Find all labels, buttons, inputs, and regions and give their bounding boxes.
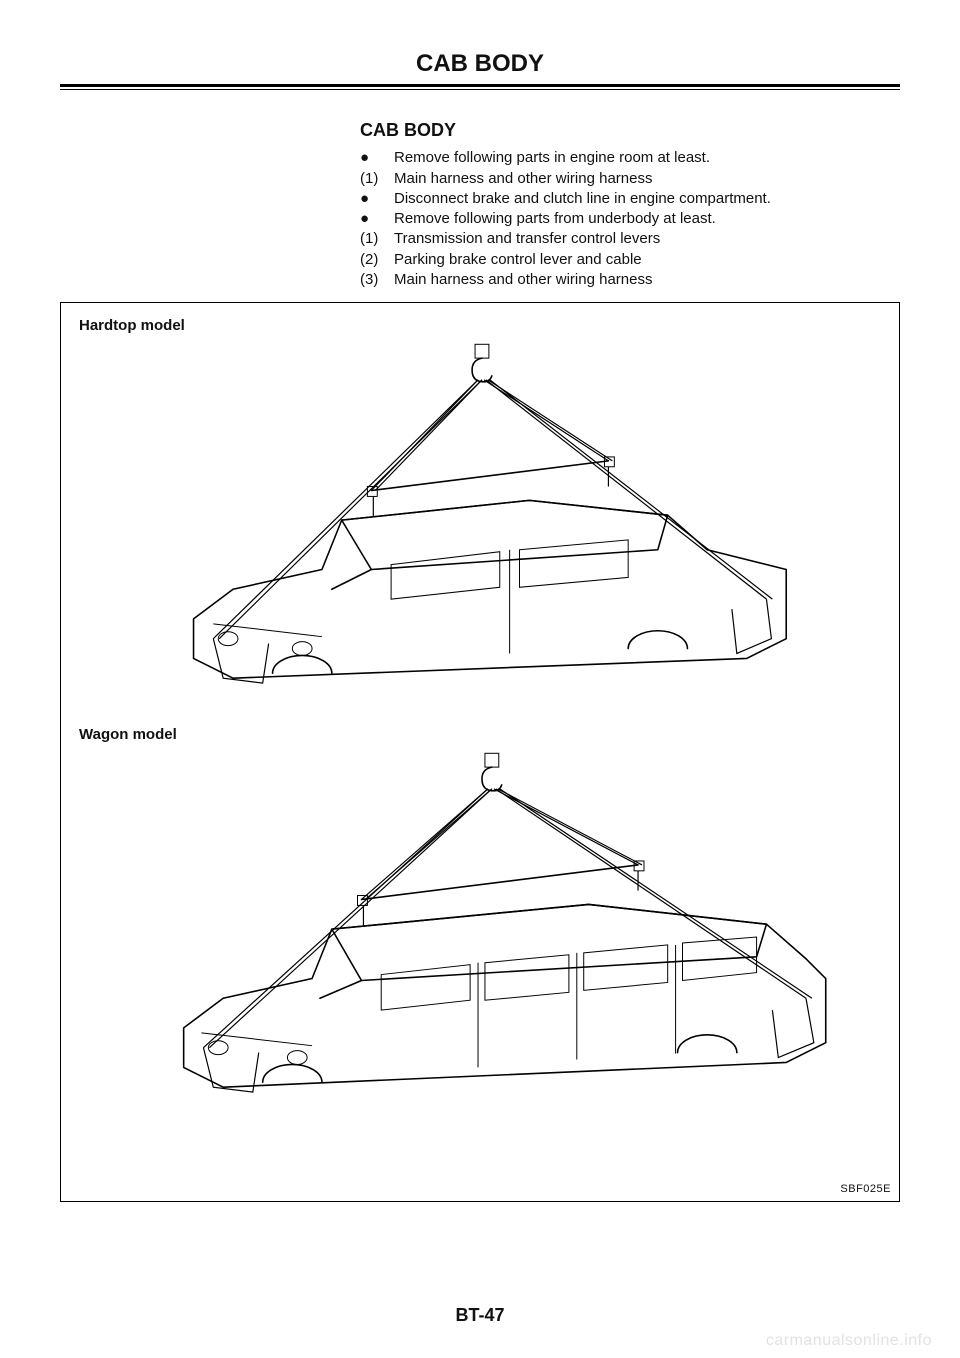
- list-item: (2) Parking brake control lever and cabl…: [360, 250, 900, 270]
- figure-box: Hardtop model: [60, 302, 900, 1202]
- bullet-icon: ●: [360, 189, 382, 209]
- figure-label-hardtop: Hardtop model: [79, 317, 885, 334]
- list-item: (1) Main harness and other wiring harnes…: [360, 169, 900, 189]
- list-text: Remove following parts in engine room at…: [394, 148, 710, 168]
- section-heading: CAB BODY: [360, 118, 900, 142]
- list-text: Disconnect brake and clutch line in engi…: [394, 189, 771, 209]
- bullet-icon: ●: [360, 148, 382, 168]
- figure-hardtop: [75, 340, 885, 720]
- page-title: CAB BODY: [60, 50, 900, 78]
- num-mark: (1): [360, 229, 382, 249]
- figure-code: SBF025E: [840, 1183, 891, 1195]
- section-body: CAB BODY ● Remove following parts in eng…: [360, 118, 900, 290]
- list-item: ● Remove following parts from underbody …: [360, 209, 900, 229]
- rule-thin: [60, 89, 900, 90]
- page-number: BT-47: [0, 1305, 960, 1326]
- figure-label-wagon: Wagon model: [79, 726, 885, 743]
- num-mark: (3): [360, 270, 382, 290]
- list-item: ● Disconnect brake and clutch line in en…: [360, 189, 900, 209]
- list-text: Parking brake control lever and cable: [394, 250, 642, 270]
- bullet-icon: ●: [360, 209, 382, 229]
- list-text: Main harness and other wiring harness: [394, 169, 652, 189]
- rule-thick: [60, 84, 900, 87]
- list-text: Main harness and other wiring harness: [394, 270, 652, 290]
- num-mark: (1): [360, 169, 382, 189]
- list-text: Remove following parts from underbody at…: [394, 209, 716, 229]
- num-mark: (2): [360, 250, 382, 270]
- watermark: carmanualsonline.info: [766, 1332, 932, 1350]
- figure-wagon: [75, 749, 885, 1129]
- list-item: (1) Transmission and transfer control le…: [360, 229, 900, 249]
- list-item: ● Remove following parts in engine room …: [360, 148, 900, 168]
- list-text: Transmission and transfer control levers: [394, 229, 660, 249]
- list-item: (3) Main harness and other wiring harnes…: [360, 270, 900, 290]
